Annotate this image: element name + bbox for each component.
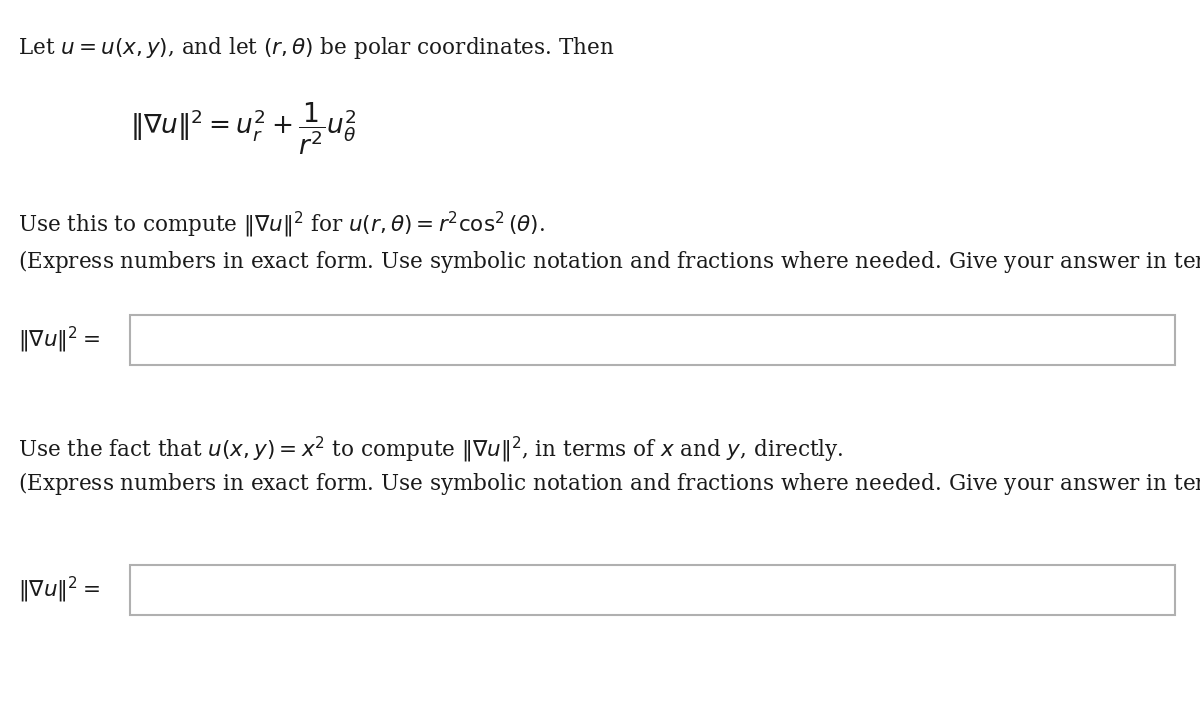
Text: $\|\nabla u\|^2 =$: $\|\nabla u\|^2 =$ [18,325,100,355]
Text: Let $u = u(x, y)$, and let $(r, \theta)$ be polar coordinates. Then: Let $u = u(x, y)$, and let $(r, \theta)$… [18,35,614,61]
Text: Use the fact that $u(x, y) = x^2$ to compute $\|\nabla u\|^2$, in terms of $x$ a: Use the fact that $u(x, y) = x^2$ to com… [18,435,844,466]
Text: (Express numbers in exact form. Use symbolic notation and fractions where needed: (Express numbers in exact form. Use symb… [18,248,1200,275]
Text: Use this to compute $\|\nabla u\|^2$ for $u(r, \theta) = r^2 \cos^2 (\theta)$.: Use this to compute $\|\nabla u\|^2$ for… [18,210,545,240]
Text: $\|\nabla u\|^2 = u_r^2 + \dfrac{1}{r^2}u_\theta^2$: $\|\nabla u\|^2 = u_r^2 + \dfrac{1}{r^2}… [130,100,356,157]
Text: (Express numbers in exact form. Use symbolic notation and fractions where needed: (Express numbers in exact form. Use symb… [18,470,1200,497]
Text: $\|\nabla u\|^2 =$: $\|\nabla u\|^2 =$ [18,575,100,605]
FancyBboxPatch shape [130,315,1175,365]
FancyBboxPatch shape [130,565,1175,615]
